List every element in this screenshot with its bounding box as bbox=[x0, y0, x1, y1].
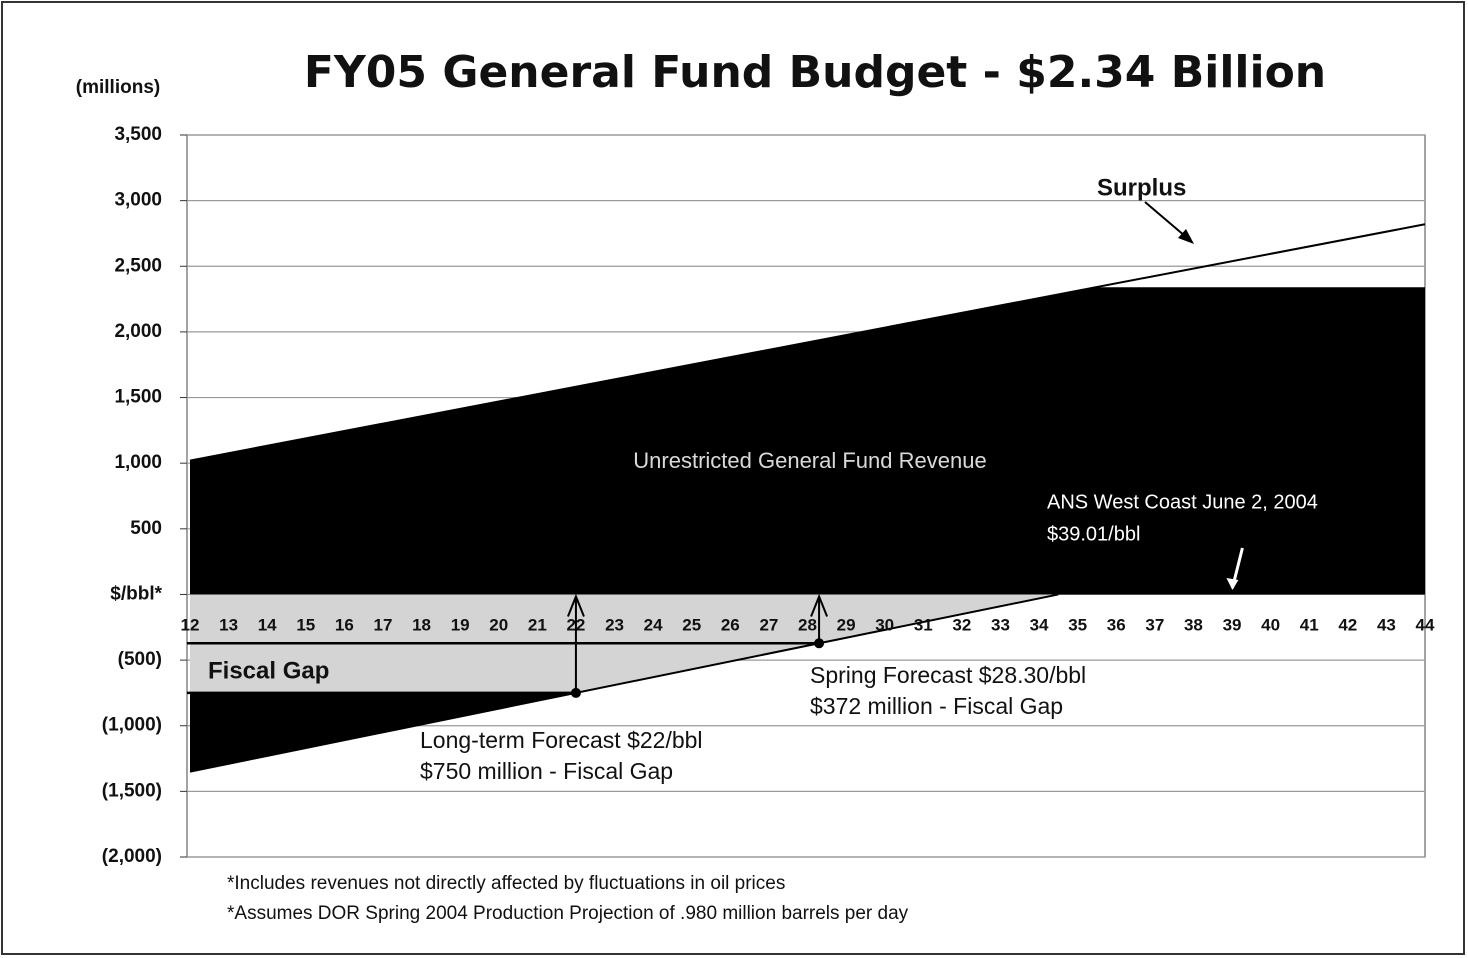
y-tick-label: (1,500) bbox=[102, 780, 162, 801]
arrow-head bbox=[810, 593, 829, 617]
arrow-head bbox=[1178, 229, 1194, 244]
y-tick-label: (500) bbox=[118, 649, 162, 670]
arrow-head bbox=[1226, 578, 1239, 590]
x-tick-label: 12 bbox=[181, 615, 200, 634]
x-tick-label: 28 bbox=[798, 615, 817, 634]
x-tick-label: 33 bbox=[991, 615, 1010, 634]
x-tick-label: 32 bbox=[952, 615, 971, 634]
revenue-line bbox=[189, 223, 1426, 462]
footnote: *Includes revenues not directly affected… bbox=[227, 873, 785, 894]
x-tick-label: 15 bbox=[296, 615, 315, 634]
chart-title: FY05 General Fund Budget - $2.34 Billion bbox=[304, 47, 1326, 98]
x-tick-label: 39 bbox=[1223, 615, 1242, 634]
x-tick-label: 23 bbox=[605, 615, 624, 634]
x-tick-label: 35 bbox=[1068, 615, 1087, 634]
x-tick-label: 43 bbox=[1377, 615, 1396, 634]
forecast-label: $750 million - Fiscal Gap bbox=[420, 758, 673, 784]
forecast-label: $372 million - Fiscal Gap bbox=[810, 693, 1063, 719]
x-tick-label: 24 bbox=[644, 615, 663, 634]
fiscal-gap-line bbox=[189, 593, 1059, 773]
y-axis-label: (millions) bbox=[76, 77, 160, 98]
forecast-point bbox=[570, 687, 581, 698]
x-tick-label: 19 bbox=[451, 615, 470, 634]
x-tick-label: 30 bbox=[875, 615, 894, 634]
revenue-area bbox=[190, 287, 1425, 595]
forecast-point bbox=[814, 638, 825, 649]
x-tick-label: 34 bbox=[1030, 615, 1049, 634]
y-tick-label: 500 bbox=[130, 518, 162, 539]
y-tick-label: 1,000 bbox=[114, 452, 162, 473]
x-tick-label: 31 bbox=[914, 615, 933, 634]
x-tick-label: 18 bbox=[412, 615, 431, 634]
x-tick-label: 44 bbox=[1416, 615, 1435, 634]
arrow-head bbox=[567, 593, 585, 617]
x-tick-label: 21 bbox=[528, 615, 547, 634]
y-tick-label: 2,500 bbox=[114, 255, 162, 276]
y-tick-label: (2,000) bbox=[102, 846, 162, 867]
price-label: $39.01/bbl bbox=[1047, 523, 1140, 545]
x-tick-label: 25 bbox=[682, 615, 701, 634]
x-tick-label: 20 bbox=[489, 615, 508, 634]
x-tick-label: 42 bbox=[1338, 615, 1357, 634]
forecast-label: Spring Forecast $28.30/bbl bbox=[810, 662, 1086, 688]
x-tick-label: 40 bbox=[1261, 615, 1280, 634]
y-tick-label: $/bbl* bbox=[110, 583, 162, 604]
x-tick-label: 37 bbox=[1145, 615, 1164, 634]
forecast-label: Long-term Forecast $22/bbl bbox=[420, 727, 703, 753]
surplus-label: Surplus bbox=[1097, 174, 1186, 201]
y-tick-label: 1,500 bbox=[114, 387, 162, 408]
y-tick-label: 2,000 bbox=[114, 321, 162, 342]
y-tick-label: (1,000) bbox=[102, 715, 162, 736]
x-tick-label: 36 bbox=[1107, 615, 1126, 634]
footnote: *Assumes DOR Spring 2004 Production Proj… bbox=[227, 903, 909, 924]
revenue-label: Unrestricted General Fund Revenue bbox=[633, 448, 986, 473]
y-tick-label: 3,000 bbox=[114, 190, 162, 211]
x-tick-label: 13 bbox=[219, 615, 238, 634]
price-label: ANS West Coast June 2, 2004 bbox=[1047, 491, 1318, 513]
x-tick-label: 41 bbox=[1300, 615, 1319, 634]
x-tick-label: 16 bbox=[335, 615, 354, 634]
y-tick-label: 3,500 bbox=[114, 124, 162, 145]
x-tick-label: 29 bbox=[837, 615, 856, 634]
x-tick-label: 38 bbox=[1184, 615, 1203, 634]
x-tick-label: 26 bbox=[721, 615, 740, 634]
x-tick-label: 14 bbox=[258, 615, 277, 634]
fiscal-gap-label: Fiscal Gap bbox=[208, 657, 329, 684]
x-tick-label: 17 bbox=[374, 615, 393, 634]
x-tick-label: 27 bbox=[759, 615, 778, 634]
